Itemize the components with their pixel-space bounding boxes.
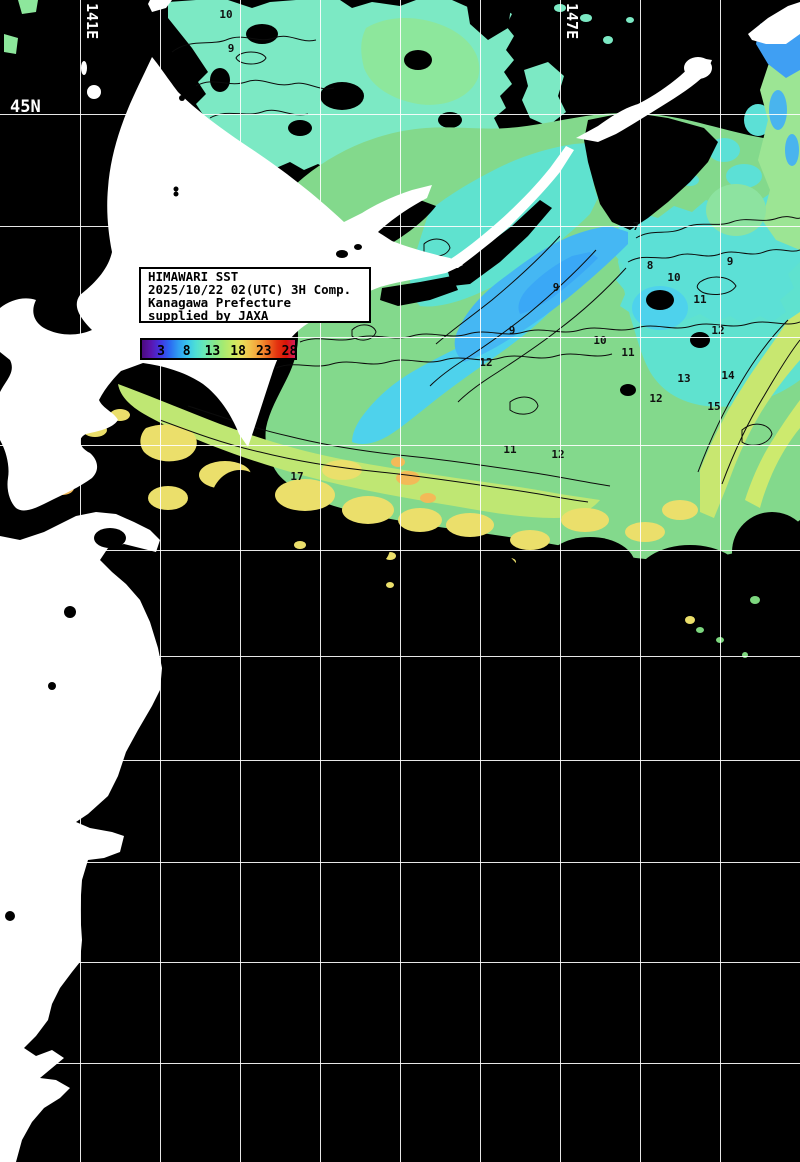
lakes (5, 95, 362, 921)
sst-right-streak (700, 312, 800, 518)
contour-value-label: 9 (727, 255, 734, 268)
contour-value-label: 9 (228, 42, 235, 55)
geo-labels: 45N 141E 147E (10, 3, 581, 117)
contour-value-label: 12 (479, 356, 492, 369)
land-corner-island (748, 2, 800, 44)
contour-value-label: 10 (219, 8, 232, 21)
contour-value-label: 8 (647, 259, 654, 272)
info-line-datetime: 2025/10/22 02(UTC) 3H Comp. (148, 282, 351, 297)
contour-value-label: 10 (667, 271, 680, 284)
contour-value-label: 10 (593, 334, 606, 347)
land-sakhalin-tip (148, 0, 172, 12)
contour-value-label: 11 (621, 346, 635, 359)
colorbar-ticks: 3 8 13 18 23 28 (157, 344, 297, 359)
colorbar-tick: 18 (230, 344, 246, 359)
contour-value-label: 12 (711, 324, 724, 337)
lon-label-141e: 141E (83, 3, 101, 39)
contour-value-label: 12 (551, 448, 564, 461)
contour-value-label: 17 (290, 470, 303, 483)
info-line-supplier: supplied by JAXA (148, 308, 269, 323)
contour-value-label: 11 (693, 293, 707, 306)
land-honshu (0, 512, 162, 1162)
contour-value-label: 13 (677, 372, 690, 385)
contour-value-label: 9 (553, 281, 560, 294)
contour-value-label: 12 (649, 392, 662, 405)
colorbar-scale (142, 340, 295, 358)
lat-label-45n: 45N (10, 97, 41, 117)
info-box-frame (139, 267, 371, 323)
land-rishiri (87, 85, 101, 99)
colorbar-tick: 23 (256, 344, 272, 359)
info-line-prefecture: Kanagawa Prefecture (148, 295, 291, 310)
contour-value-label: 14 (721, 369, 735, 382)
sst-ne-green-edge (758, 48, 800, 250)
colorbar-tick: 3 (157, 344, 165, 359)
land-iturup (576, 58, 712, 142)
colorbar-tick: 28 (282, 344, 298, 359)
info-box: HIMAWARI SST 2025/10/22 02(UTC) 3H Comp.… (139, 267, 371, 323)
land-rebun (81, 61, 87, 75)
contour-value-label: 15 (707, 400, 720, 413)
info-line-title: HIMAWARI SST (148, 269, 238, 284)
contour-value-label: 11 (503, 443, 517, 456)
colorbar-tick: 8 (183, 344, 191, 359)
contour-value-label: 9 (509, 324, 516, 337)
colorbar: 3 8 13 18 23 28 (140, 338, 297, 360)
colorbar-tick: 13 (205, 344, 221, 359)
land-kunashiri (446, 146, 574, 268)
lon-label-147e: 147E (563, 3, 581, 39)
